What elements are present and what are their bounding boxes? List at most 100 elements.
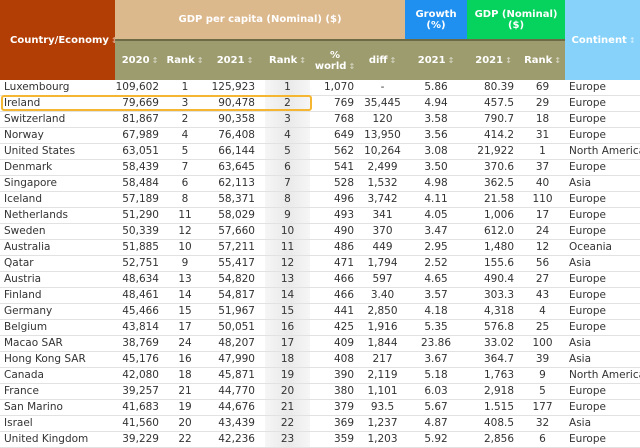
cell-gdp-2021: 790.7 — [467, 111, 521, 129]
table-row[interactable]: Iceland 57,189 8 58,371 8 496 3,742 4.11 21.58 11… — [0, 191, 640, 209]
cell-diff: 3,742 — [360, 191, 406, 209]
table-row[interactable]: Luxembourg 109,602 1 125,923 1 1,070-5.86 80.3… — [0, 80, 640, 97]
cell-gdp-pc-2021: 90,478 — [205, 95, 265, 113]
cell-gdp-pc-2021: 54,817 — [205, 287, 265, 305]
sort-icon[interactable]: ↕ — [246, 56, 254, 65]
table-row[interactable]: Israel 41,560 20 43,439 22 369 1,237 4.87 408.5 3… — [0, 415, 640, 433]
sort-icon[interactable]: ↕ — [628, 35, 636, 45]
cell-gdp-rank: 4 — [520, 303, 566, 321]
cell-gdp-pc-2020: 63,051 — [115, 143, 165, 161]
cell-gdp-pc-2020: 48,634 — [115, 271, 165, 289]
cell-diff: 3.40 — [360, 287, 406, 305]
cell-rank-2020: 6 — [165, 175, 205, 193]
table-row[interactable]: Qatar 52,751 9 55,417 12 471 1,794 2.52 155.6 56 A… — [0, 255, 640, 273]
sort-icon[interactable]: ↕ — [151, 56, 159, 65]
table-row[interactable]: San Marino 41,683 19 44,676 21 379 93.5 5.67 1.5… — [0, 399, 640, 417]
table-row[interactable]: Austria 48,634 13 54,820 13 466 597 4.65 490.4 27… — [0, 271, 640, 289]
cell-rank-2021: 9 — [265, 207, 310, 225]
table-row[interactable]: Denmark 58,439 7 63,645 6 541 2,499 3.50 370.6 37… — [0, 159, 640, 177]
cell-gdp-2021: 1,480 — [467, 239, 521, 257]
sort-icon[interactable]: ↕ — [554, 56, 561, 65]
cell-gdp-rank: 24 — [520, 223, 566, 241]
header-label: Country/Economy — [10, 34, 109, 46]
cell-growth-2021: 23.86 — [405, 335, 468, 353]
cell-gdp-rank: 12 — [520, 239, 566, 257]
cell-gdp-2021: 33.02 — [467, 335, 521, 353]
cell-diff: 1,203 — [360, 431, 406, 448]
cell-gdp-rank: 25 — [520, 319, 566, 337]
cell-rank-2020: 24 — [165, 335, 205, 353]
cell-gdp-rank: 43 — [520, 287, 566, 305]
cell-rank-2020: 16 — [165, 351, 205, 369]
cell-rank-2021: 2 — [265, 95, 310, 113]
column-header-continent[interactable]: Continent ↕ — [565, 0, 640, 80]
cell-rank-2021: 4 — [265, 127, 310, 145]
column-header-rank2021[interactable]: Rank ↕ — [265, 39, 310, 80]
column-header-pct-world[interactable]: % world ↕ — [310, 39, 360, 80]
column-header-y2021[interactable]: 2021 ↕ — [205, 39, 265, 80]
column-header-gdp2021[interactable]: 2021 ↕ — [467, 39, 521, 80]
cell-continent: Europe — [565, 80, 640, 97]
cell-country: Iceland — [0, 191, 115, 209]
column-header-gdp-rank[interactable]: Rank ↕ — [520, 39, 566, 80]
table-row[interactable]: Netherlands 51,290 11 58,029 9 493 341 4.05 1,00… — [0, 207, 640, 225]
cell-country: United Kingdom — [0, 431, 115, 448]
cell-pct-world: 649 — [310, 127, 360, 145]
cell-rank-2021: 13 — [265, 271, 310, 289]
cell-gdp-rank: 18 — [520, 111, 566, 129]
table-row[interactable]: France 39,257 21 44,770 20 380 1,101 6.03 2,918 5… — [0, 383, 640, 401]
table-row[interactable]: Germany 45,466 15 51,967 15 441 2,850 4.18 4,318… — [0, 303, 640, 321]
header-label: diff — [368, 55, 388, 66]
table-row[interactable]: United Kingdom 39,229 22 42,236 23 359 1,203 5.… — [0, 431, 640, 448]
table-row[interactable]: Hong Kong SAR 45,176 16 47,990 18 408 217 3.67 3… — [0, 351, 640, 369]
cell-gdp-pc-2020: 51,290 — [115, 207, 165, 225]
table-row[interactable]: Australia 51,885 10 57,211 11 486 449 2.95 1,480… — [0, 239, 640, 257]
cell-gdp-rank: 27 — [520, 271, 566, 289]
table-row[interactable]: Finland 48,461 14 54,817 14 466 3.40 3.57 303.3 4… — [0, 287, 640, 305]
cell-diff: 597 — [360, 271, 406, 289]
column-header-diff[interactable]: diff ↕ — [360, 39, 406, 80]
cell-gdp-pc-2020: 81,867 — [115, 111, 165, 129]
cell-gdp-rank: 1 — [520, 143, 566, 161]
table-row[interactable]: Singapore 58,484 6 62,113 7 528 1,532 4.98 362.5… — [0, 175, 640, 193]
column-header-country[interactable]: Country/Economy↕ — [0, 0, 118, 80]
table-row[interactable]: Macao SAR 38,769 24 48,207 17 409 1,844 23.86 33… — [0, 335, 640, 353]
cell-pct-world: 768 — [310, 111, 360, 129]
cell-rank-2021: 20 — [265, 383, 310, 401]
table-row[interactable]: Canada 42,080 18 45,871 19 390 2,119 5.18 1,763 9… — [0, 367, 640, 385]
column-header-y2020[interactable]: 2020 ↕ — [115, 39, 165, 80]
cell-diff: 120 — [360, 111, 406, 129]
column-header-growth2021[interactable]: 2021 ↕ — [405, 39, 468, 80]
table-row[interactable]: United States 63,051 5 66,144 5 562 10,264 3.08… — [0, 143, 640, 161]
sort-icon[interactable]: ↕ — [196, 56, 204, 65]
table-row[interactable]: Norway 67,989 4 76,408 4 649 13,950 3.56 414.2 31… — [0, 127, 640, 145]
cell-country: United States — [0, 143, 115, 161]
cell-pct-world: 390 — [310, 367, 360, 385]
cell-gdp-pc-2020: 52,751 — [115, 255, 165, 273]
cell-gdp-2021: 4,318 — [467, 303, 521, 321]
cell-diff: 2,499 — [360, 159, 406, 177]
cell-gdp-pc-2020: 43,814 — [115, 319, 165, 337]
cell-continent: Asia — [565, 415, 640, 433]
sort-icon[interactable]: ↕ — [299, 56, 306, 65]
cell-gdp-pc-2020: 41,683 — [115, 399, 165, 417]
cell-rank-2021: 1 — [265, 80, 310, 97]
table-row[interactable]: Switzerland 81,867 2 90,358 3 768 120 3.58 790.7… — [0, 111, 640, 129]
sort-icon[interactable]: ↕ — [447, 56, 455, 65]
header-label: Continent — [571, 34, 627, 46]
sort-icon[interactable]: ↕ — [389, 56, 397, 65]
cell-pct-world: 409 — [310, 335, 360, 353]
cell-country: Macao SAR — [0, 335, 115, 353]
cell-country: Australia — [0, 239, 115, 257]
table-row[interactable]: Ireland 79,669 3 90,478 2 769 35,445 4.94 457.5 2… — [0, 95, 640, 113]
table-row[interactable]: Sweden 50,339 12 57,660 10 490 370 3.47 612.0 24 E… — [0, 223, 640, 241]
sort-icon[interactable]: ↕ — [505, 56, 512, 65]
sort-icon[interactable]: ↕ — [348, 61, 356, 71]
cell-continent: Asia — [565, 351, 640, 369]
cell-gdp-rank: 40 — [520, 175, 566, 193]
cell-rank-2021: 7 — [265, 175, 310, 193]
column-header-rank2020[interactable]: Rank ↕ — [165, 39, 205, 80]
sort-icon[interactable]: ↕ — [111, 36, 118, 45]
table-row[interactable]: Belgium 43,814 17 50,051 16 425 1,916 5.35 576.8… — [0, 319, 640, 337]
